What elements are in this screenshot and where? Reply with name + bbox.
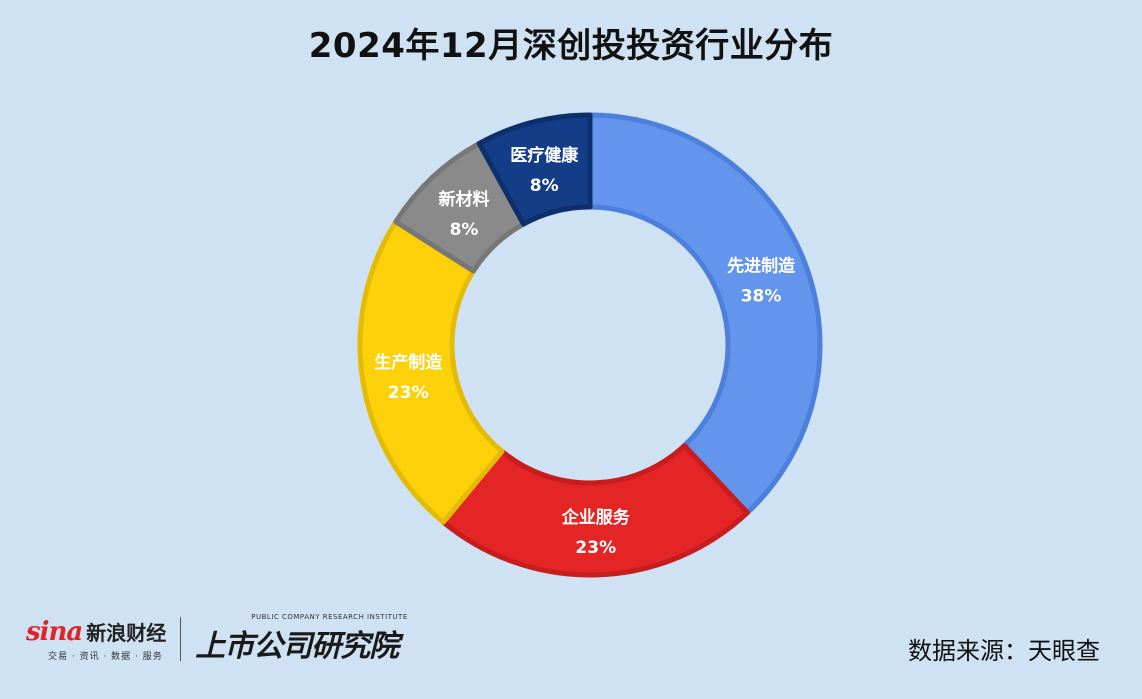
slice-value-5: 8% <box>530 176 559 196</box>
slice-label-5: 医疗健康 <box>510 145 579 166</box>
slice-3 <box>357 219 505 525</box>
data-source: 数据来源：天眼查 <box>908 637 1100 665</box>
sina-finance-logo: sina 新浪财经 交易 · 资讯 · 数据 · 服务 <box>26 617 166 662</box>
institute-logo: PUBLIC COMPANY RESEARCH INSTITUTE 上市公司研究… <box>195 613 407 665</box>
institute-en: PUBLIC COMPANY RESEARCH INSTITUTE <box>251 613 408 621</box>
sina-brand: sina <box>26 616 83 647</box>
sina-name: 新浪财经 <box>86 620 167 645</box>
footer-logos: sina 新浪财经 交易 · 资讯 · 数据 · 服务 PUBLIC COMPA… <box>26 613 408 665</box>
footer-divider <box>180 617 182 661</box>
slice-1 <box>587 112 823 516</box>
sina-tagline: 交易 · 资讯 · 数据 · 服务 <box>48 651 163 662</box>
slice-label-2: 企业服务 <box>561 507 631 528</box>
slice-5 <box>476 112 593 227</box>
slice-value-4: 8% <box>450 220 479 240</box>
slice-2 <box>440 443 750 578</box>
slice-label-4: 新材料 <box>439 189 490 210</box>
slice-label-3: 生产制造 <box>374 352 443 373</box>
slice-value-1: 38% <box>741 286 782 306</box>
chart-title: 2024年12月深创投投资行业分布 <box>308 26 834 66</box>
slice-label-1: 先进制造 <box>727 255 796 276</box>
slice-value-3: 23% <box>388 383 429 403</box>
slice-value-2: 23% <box>575 538 616 558</box>
institute-cn: 上市公司研究院 <box>195 629 399 664</box>
